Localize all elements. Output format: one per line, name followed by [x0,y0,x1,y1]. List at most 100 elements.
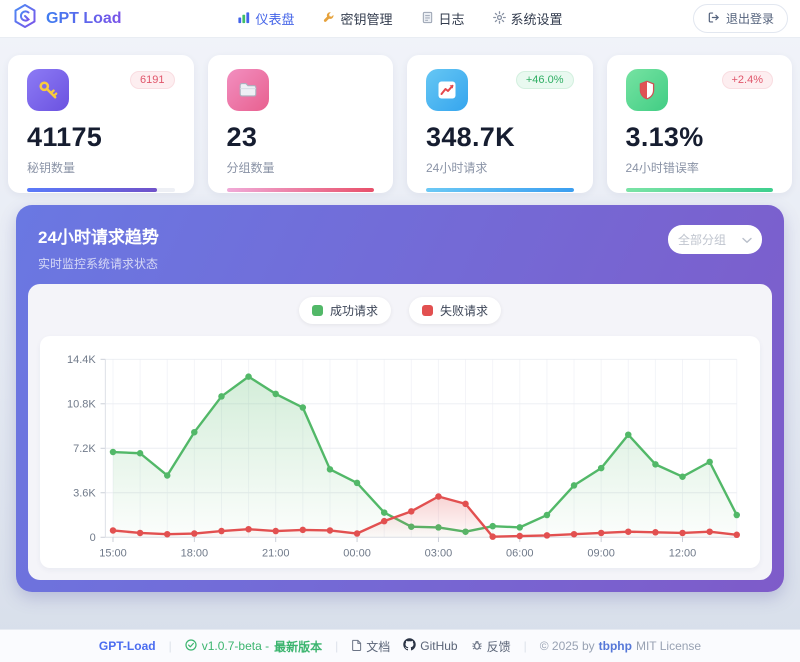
svg-text:09:00: 09:00 [587,547,615,559]
svg-text:7.2K: 7.2K [73,443,96,455]
legend-success-swatch [311,305,323,316]
nav-label: 日志 [438,12,465,27]
stat-progress-track [27,188,175,192]
github-icon [403,638,416,654]
svg-text:12:00: 12:00 [669,547,697,559]
nav-label: 系统设置 [510,12,563,27]
stat-value: 41175 [27,122,103,152]
logo-icon [12,3,38,34]
stat-progress-track [426,188,574,192]
panel-subtitle: 实时监控系统请求状态 [38,257,159,271]
brand[interactable]: GPT Load [12,3,122,34]
chart-inner-panel: 成功请求 失败请求 0 3.6K 7.2K 10.8K 14.4K 15:00 18:00 2… [28,284,772,580]
top-bar: GPT Load 仪表盘 密钥管理 [0,0,800,38]
stat-progress-fill [226,188,374,192]
footer-copyright: © 2025 by tbphp MIT License [540,639,701,653]
nav-label: 仪表盘 [255,12,295,27]
footer-link-label: GitHub [420,639,458,653]
legend-success[interactable]: 成功请求 [298,297,391,324]
footer-license: MIT License [635,639,702,653]
footer-version[interactable]: v1.0.7-beta - 最新版本 [185,638,322,655]
stat-progress-track [625,188,773,192]
stat-badge: 6191 [130,71,175,89]
logout-icon [707,11,720,27]
chart-card: 0 3.6K 7.2K 10.8K 14.4K 15:00 18:00 21:00 00:00 0… [40,336,760,568]
nav-item-settings[interactable]: 系统设置 [492,9,563,28]
stats-row: 6191 41175 秘钥数量 23 分组数量 [8,55,792,193]
svg-text:18:00: 18:00 [181,547,209,559]
svg-text:03:00: 03:00 [425,547,453,559]
logout-button[interactable]: 退出登录 [692,4,788,33]
wrench-icon [322,11,335,27]
legend-failure[interactable]: 失败请求 [409,297,502,324]
svg-text:15:00: 15:00 [99,547,127,559]
stat-value: 348.7K [426,122,515,152]
footer-copyright-prefix: © 2025 by [539,639,595,653]
legend-failure-swatch [422,305,433,316]
svg-text:3.6K: 3.6K [73,488,96,500]
stat-progress-fill [426,188,574,192]
stat-card-error-rate: +2.4% 3.13% 24小时错误率 [606,55,792,193]
panel-title: 24小时请求趋势 [38,228,159,247]
key-icon [27,69,69,111]
doc-icon [351,639,362,654]
footer-link-label: 反馈 [486,639,511,654]
svg-text:10.8K: 10.8K [67,399,96,411]
folder-icon [226,69,269,111]
gear-icon [492,10,506,27]
footer-version-tag: 最新版本 [274,639,323,654]
footer-link-github[interactable]: GitHub [403,638,458,654]
trend-icon [426,69,468,111]
footer-link-feedback[interactable]: 反馈 [471,638,511,655]
legend-label: 失败请求 [440,304,489,318]
trend-panel: 24小时请求趋势 实时监控系统请求状态 全部分组 成功请求 [16,205,784,592]
bug-icon [471,639,483,654]
main-content: 6191 41175 秘钥数量 23 分组数量 [0,38,800,592]
chevron-down-icon [742,233,752,247]
shield-icon [625,69,668,111]
svg-text:00:00: 00:00 [343,547,371,559]
legend-label: 成功请求 [329,304,378,318]
trend-line-chart: 0 3.6K 7.2K 10.8K 14.4K 15:00 18:00 21:00 00:00 0… [67,354,741,559]
stat-badge: +2.4% [721,71,773,89]
footer: GPT-Load | v1.0.7-beta - 最新版本 | 文档 GitHu… [0,629,800,662]
stat-label: 分组数量 [226,161,275,175]
document-icon [421,11,434,27]
footer-version-text: v1.0.7-beta - [201,639,270,653]
svg-text:06:00: 06:00 [506,547,534,559]
footer-separator: | [168,639,172,653]
footer-link-label: 文档 [366,639,391,654]
bar-chart-icon [237,11,250,27]
app-title: GPT Load [46,9,122,27]
footer-link-docs[interactable]: 文档 [351,638,390,655]
logout-label: 退出登录 [725,12,774,26]
stat-badge: +46.0% [515,71,574,89]
stat-label: 24小时请求 [426,161,488,175]
stat-progress-fill [625,188,773,192]
nav-item-logs[interactable]: 日志 [421,9,465,28]
nav-item-keys[interactable]: 密钥管理 [322,9,393,28]
stat-card-groups: 23 分组数量 [207,55,393,193]
stat-value: 3.13% [625,122,704,152]
footer-author: tbphp [598,639,632,653]
svg-text:0: 0 [90,532,96,544]
stat-card-requests: +46.0% 348.7K 24小时请求 [407,55,593,193]
stat-label: 秘钥数量 [27,161,76,175]
stat-value: 23 [226,122,258,152]
nav-label: 密钥管理 [340,12,393,27]
main-nav: 仪表盘 密钥管理 日志 [237,9,563,28]
svg-text:14.4K: 14.4K [67,354,96,366]
svg-text:21:00: 21:00 [262,547,290,559]
stat-progress-fill [27,188,157,192]
stat-progress-track [226,188,374,192]
stat-label: 24小时错误率 [625,161,699,175]
nav-item-dashboard[interactable]: 仪表盘 [237,9,294,28]
stat-card-keys: 6191 41175 秘钥数量 [8,55,194,193]
group-select[interactable]: 全部分组 [668,225,762,254]
group-select-value: 全部分组 [678,233,727,247]
check-circle-icon [185,638,197,654]
footer-separator: | [335,639,339,653]
footer-separator: | [523,639,527,653]
footer-brand: GPT-Load [98,639,156,653]
chart-legend: 成功请求 失败请求 [40,296,760,336]
